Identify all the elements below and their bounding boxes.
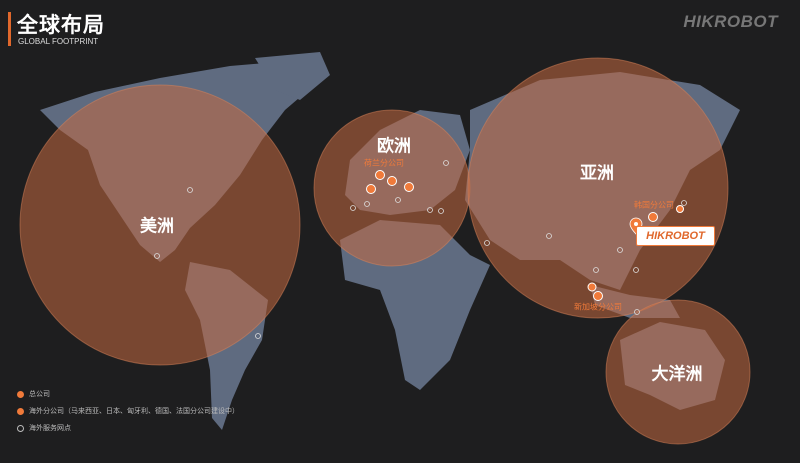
legend-item-hq: 总公司	[17, 389, 50, 399]
service-points	[154, 160, 687, 339]
branch-offices	[366, 170, 684, 301]
legend-item-branch: 海外分公司（马来西亚、日本、匈牙利、德国、法国分公司建设中）	[17, 406, 239, 416]
page-subtitle: GLOBAL FOOTPRINT	[18, 37, 99, 46]
page-title: 全球布局	[17, 13, 105, 37]
region-label-asia: 亚洲	[580, 163, 614, 184]
pin-icon	[17, 390, 24, 398]
office-label-korea: 韩国分公司	[634, 200, 674, 210]
brand-logo: HIKROBOT	[683, 12, 778, 31]
ring-icon	[17, 424, 24, 432]
region-circles	[19, 57, 751, 445]
region-label-oceania: 大洋洲	[651, 364, 703, 385]
region-label-europe: 欧洲	[377, 136, 411, 157]
office-label-netherlands: 荷兰分公司	[364, 158, 404, 168]
greenland	[255, 52, 330, 100]
title-accent-bar	[8, 12, 11, 46]
oceania-circle	[605, 299, 751, 445]
hq-label: HIKROBOT	[636, 226, 715, 246]
americas-circle	[19, 84, 301, 366]
legend-item-service: 海外服务网点	[17, 423, 71, 433]
region-label-americas: 美洲	[140, 216, 174, 237]
asia-circle	[467, 57, 729, 319]
orange-dot-icon	[17, 407, 24, 415]
office-label-singapore: 新加坡分公司	[574, 302, 622, 312]
